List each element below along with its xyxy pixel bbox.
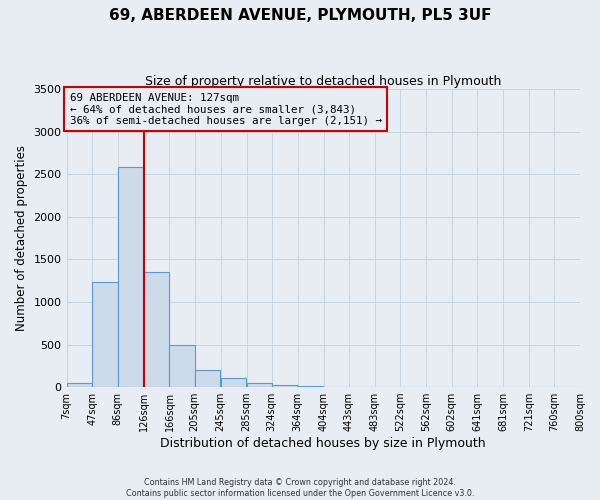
Bar	[298, 386, 323, 387]
Bar	[143, 272, 169, 387]
Bar	[67, 383, 92, 387]
Bar	[272, 384, 297, 387]
Bar	[92, 282, 118, 387]
Bar	[195, 370, 220, 387]
Text: 69 ABERDEEN AVENUE: 127sqm
← 64% of detached houses are smaller (3,843)
36% of s: 69 ABERDEEN AVENUE: 127sqm ← 64% of deta…	[70, 92, 382, 126]
Title: Size of property relative to detached houses in Plymouth: Size of property relative to detached ho…	[145, 75, 502, 88]
Bar	[118, 166, 143, 387]
Text: Contains HM Land Registry data © Crown copyright and database right 2024.
Contai: Contains HM Land Registry data © Crown c…	[126, 478, 474, 498]
Bar	[221, 378, 246, 387]
Bar	[247, 383, 272, 387]
Bar	[169, 344, 195, 387]
X-axis label: Distribution of detached houses by size in Plymouth: Distribution of detached houses by size …	[160, 437, 486, 450]
Text: 69, ABERDEEN AVENUE, PLYMOUTH, PL5 3UF: 69, ABERDEEN AVENUE, PLYMOUTH, PL5 3UF	[109, 8, 491, 22]
Y-axis label: Number of detached properties: Number of detached properties	[15, 145, 28, 331]
